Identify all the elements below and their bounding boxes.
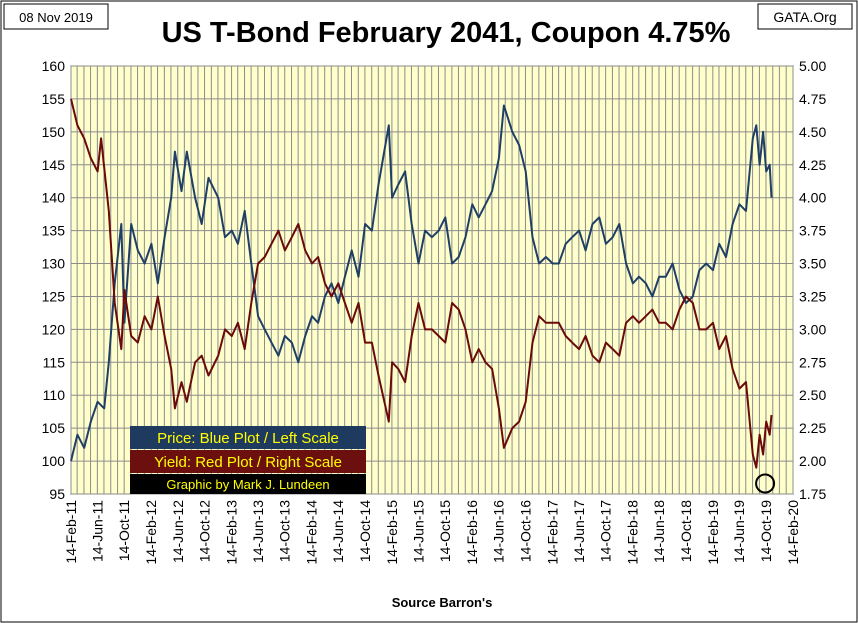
left-axis: 95 100 105 110 115 120 125 130 135 140 145 150 155 16… — [42, 58, 66, 502]
x-tick-label: 14-Feb-11 — [63, 500, 79, 564]
right-tick-label: 2.75 — [799, 354, 826, 370]
low-marker-circle — [755, 473, 776, 494]
x-tick-label: 14-Jun-19 — [731, 500, 747, 563]
right-tick-label: 4.00 — [799, 190, 826, 206]
series-lines — [70, 98, 773, 469]
x-tick-label: 14-Oct-17 — [598, 500, 614, 562]
legend-credit-text: Graphic by Mark J. Lundeen — [166, 477, 329, 492]
credit-label: GATA.Org — [773, 9, 836, 25]
right-tick-label: 4.25 — [799, 157, 826, 173]
x-tick-label: 14-Jun-18 — [651, 500, 667, 563]
left-tick-label: 140 — [42, 190, 66, 206]
x-tick-label: 14-Jun-12 — [170, 500, 186, 563]
x-tick-label: 14-Oct-19 — [758, 500, 774, 562]
legend-credit-box — [130, 474, 366, 494]
left-tick-label: 120 — [42, 321, 66, 337]
x-tick-label: 14-Feb-18 — [625, 500, 641, 565]
x-tick-label: 14-Feb-13 — [224, 500, 240, 565]
credit-box — [757, 3, 853, 30]
right-tick-label: 3.00 — [799, 321, 826, 337]
left-tick-label: 135 — [42, 223, 66, 239]
left-tick-label: 100 — [42, 453, 66, 469]
left-tick-label: 130 — [42, 256, 66, 272]
x-tick-label: 14-Feb-19 — [705, 500, 721, 565]
left-tick-label: 125 — [42, 288, 66, 304]
x-tick-label: 14-Oct-14 — [357, 500, 373, 562]
right-tick-label: 3.75 — [799, 223, 826, 239]
right-tick-label: 4.75 — [799, 91, 826, 107]
source-label: Source Barron's — [392, 595, 493, 610]
x-tick-label: 14-Oct-13 — [277, 500, 293, 562]
right-tick-label: 2.00 — [799, 453, 826, 469]
x-tick-label: 14-Feb-16 — [464, 500, 480, 565]
legend-price-box — [130, 426, 366, 449]
right-tick-label: 2.25 — [799, 420, 826, 436]
x-tick-label: 14-Oct-16 — [517, 500, 533, 562]
right-tick-label: 5.00 — [799, 58, 826, 74]
x-tick-label: 14-Feb-15 — [384, 500, 400, 565]
x-tick-label: 14-Jun-15 — [410, 500, 426, 563]
x-tick-label: 14-Feb-20 — [785, 500, 801, 565]
right-tick-label: 3.50 — [799, 256, 826, 272]
x-tick-label: 14-Feb-12 — [143, 500, 159, 565]
right-tick-label: 1.75 — [799, 486, 826, 502]
x-tick-label: 14-Jun-16 — [491, 500, 507, 563]
x-tick-label: 14-Jun-11 — [89, 500, 105, 562]
legend-price-text: Price: Blue Plot / Left Scale — [157, 430, 339, 447]
date-label: 08 Nov 2019 — [19, 10, 93, 25]
x-tick-label: 14-Jun-14 — [330, 500, 346, 563]
price-line — [70, 104, 773, 462]
left-tick-label: 95 — [49, 486, 65, 502]
right-tick-label: 3.25 — [799, 288, 826, 304]
x-tick-label: 14-Oct-11 — [116, 500, 132, 561]
left-tick-label: 155 — [42, 91, 66, 107]
left-tick-label: 110 — [43, 387, 66, 403]
left-tick-label: 150 — [42, 124, 66, 140]
x-tick-label: 14-Feb-14 — [304, 500, 320, 565]
left-tick-label: 145 — [42, 157, 66, 173]
right-axis: 1.75 2.00 2.25 2.50 2.75 3.00 3.25 3.50 3.75 4.00… — [799, 58, 826, 502]
left-tick-label: 115 — [43, 354, 66, 370]
chart-title: US T-Bond February 2041, Coupon 4.75% — [162, 17, 731, 49]
legend: Price: Blue Plot / Left Scale Yield: Red… — [130, 426, 366, 494]
x-tick-label: 14-Jun-17 — [571, 500, 587, 563]
right-tick-label: 4.50 — [799, 124, 826, 140]
date-box — [3, 3, 109, 30]
right-tick-label: 2.50 — [799, 387, 826, 403]
x-tick-label: 14-Oct-12 — [197, 500, 213, 562]
left-tick-label: 105 — [42, 420, 66, 436]
legend-yield-text: Yield: Red Plot / Right Scale — [154, 454, 342, 471]
x-tick-label: 14-Oct-15 — [437, 500, 453, 562]
yield-line — [70, 98, 773, 469]
x-tick-label: 14-Jun-13 — [250, 500, 266, 563]
x-axis: 14-Feb-11 14-Jun-11 14-Oct-11 14-Feb-12 14-J… — [63, 500, 801, 565]
x-tick-label: 14-Feb-17 — [544, 500, 560, 565]
legend-yield-box — [130, 450, 366, 473]
left-tick-label: 160 — [42, 58, 66, 74]
x-tick-label: 14-Oct-18 — [678, 500, 694, 562]
